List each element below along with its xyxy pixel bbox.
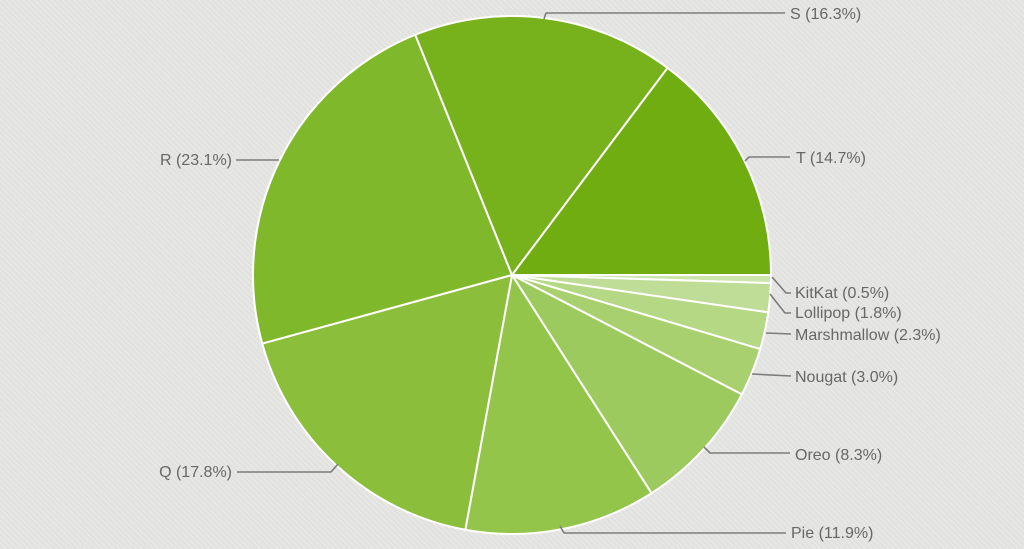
leader-line-pie bbox=[559, 525, 786, 534]
slice-label-oreo: Oreo (8.3%) bbox=[795, 447, 882, 464]
pie-slice-r bbox=[252, 33, 513, 345]
leader-line-q bbox=[237, 463, 339, 473]
leader-line-s bbox=[543, 12, 785, 20]
leader-line-nougat bbox=[751, 373, 792, 377]
pie-slice-t bbox=[511, 66, 772, 276]
leader-line-t bbox=[744, 156, 790, 162]
slice-labels-group: KitKat (0.5%) Lollipop (1.8%) Marshmallow … bbox=[159, 6, 941, 542]
slice-label-kitkat: KitKat (0.5%) bbox=[795, 285, 889, 302]
slice-label-s: S (16.3%) bbox=[790, 6, 861, 23]
slice-label-lollipop: Lollipop (1.8%) bbox=[795, 305, 902, 322]
slice-label-nougat: Nougat (3.0%) bbox=[795, 369, 898, 386]
leader-line-oreo bbox=[703, 446, 790, 454]
leader-lines-group bbox=[236, 12, 792, 534]
pie-slice-oreo bbox=[511, 274, 743, 495]
slice-label-marshmallow: Marshmallow (2.3%) bbox=[795, 327, 941, 344]
pie-slice-s bbox=[414, 15, 669, 276]
slice-label-q: Q (17.8%) bbox=[159, 464, 232, 481]
slice-label-t: T (14.7%) bbox=[796, 150, 866, 167]
leader-line-kitkat bbox=[771, 276, 791, 294]
pie-slices-group bbox=[252, 15, 772, 535]
leader-line-marshmallow bbox=[765, 332, 792, 335]
slice-label-pie: Pie (11.9%) bbox=[791, 525, 873, 542]
slice-label-r: R (23.1%) bbox=[160, 152, 232, 169]
leader-line-lollipop bbox=[769, 293, 791, 314]
